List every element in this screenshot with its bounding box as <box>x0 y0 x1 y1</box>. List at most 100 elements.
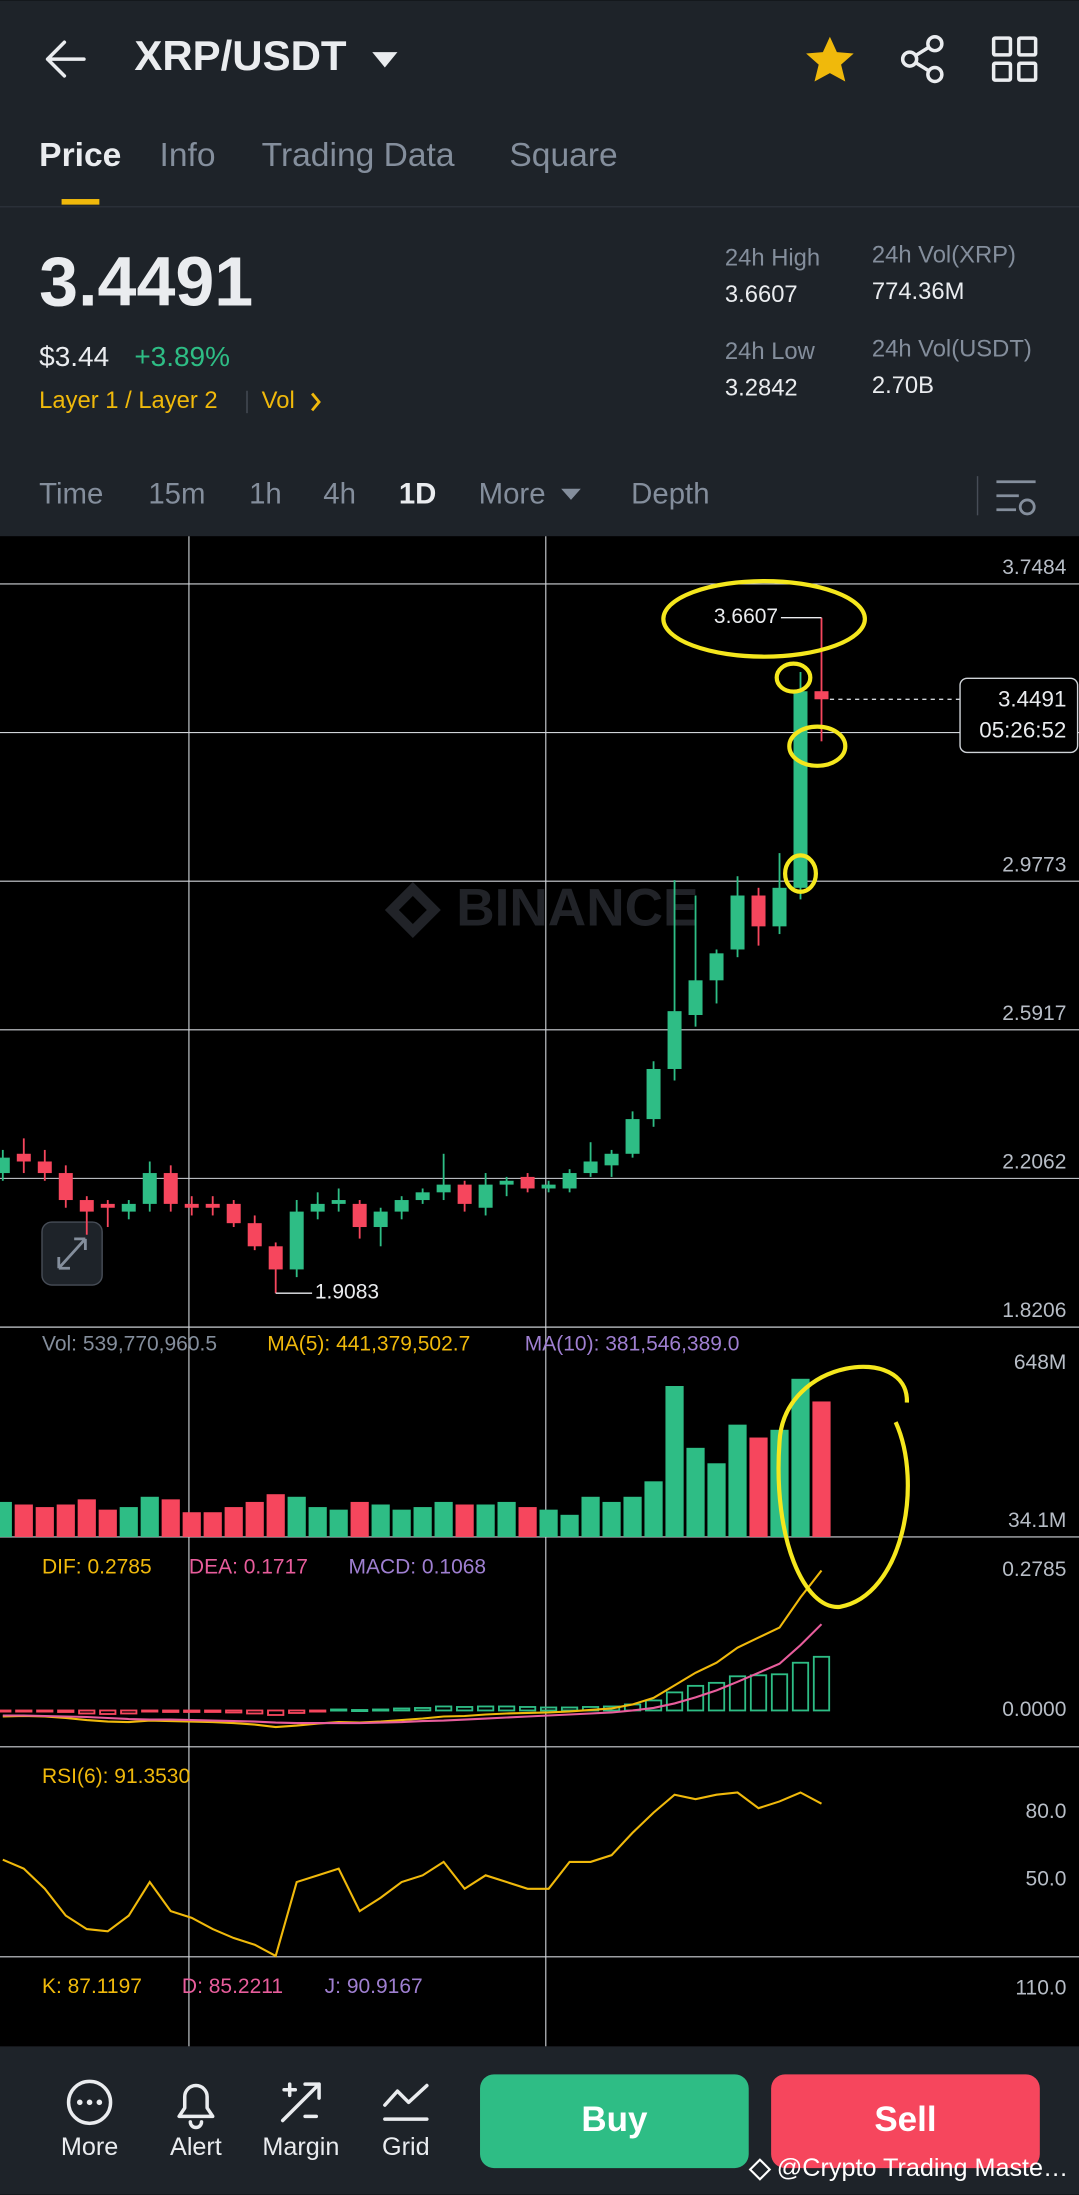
alert-button[interactable]: Alert <box>170 2083 222 2162</box>
share-button[interactable] <box>900 34 944 84</box>
more-icon <box>96 2099 103 2106</box>
timeframe[interactable]: 4h <box>323 477 356 510</box>
annotation-circle <box>774 661 813 694</box>
more-icon <box>86 2099 93 2106</box>
macd-bar <box>183 1709 201 1713</box>
macd-bar <box>686 1684 705 1712</box>
grid-button[interactable]: Grid <box>382 2083 430 2162</box>
timeframe[interactable]: More <box>479 477 546 510</box>
vol-link[interactable]: Vol <box>262 387 295 414</box>
hand-drawn-circles <box>661 578 910 1610</box>
tab[interactable]: Square <box>509 137 617 174</box>
macd-bar <box>288 1709 306 1714</box>
buy-button[interactable] <box>480 2074 749 2169</box>
tag-link[interactable]: Layer 1 / Layer 2 <box>39 387 217 414</box>
candle-body <box>331 1200 346 1204</box>
macd-bar <box>791 1661 810 1712</box>
macd-bar <box>812 1655 831 1712</box>
share-icon <box>926 34 944 53</box>
y-tick-label: 50.0 <box>1026 1867 1067 1890</box>
timeframe[interactable]: 15m <box>148 477 205 510</box>
vol-legend: Vol: 539,770,960.5 <box>42 1333 217 1356</box>
favorite-star[interactable] <box>806 36 854 82</box>
stat-label: 24h Vol(USDT) <box>872 335 1032 362</box>
share-icon <box>900 50 919 68</box>
volume-bar <box>602 1501 621 1537</box>
separator <box>976 476 979 516</box>
candle-body <box>499 1180 514 1185</box>
more-button[interactable]: More <box>61 2079 118 2161</box>
stat-value: 2.70B <box>872 372 934 399</box>
annotation-circle <box>776 1364 910 1610</box>
volume-bar <box>392 1509 411 1537</box>
macd-bar <box>539 1706 558 1712</box>
macd-bar <box>57 1709 75 1713</box>
y-tick-label: 0.0000 <box>1002 1698 1066 1721</box>
volume-bar <box>707 1463 726 1537</box>
candle-body <box>58 1173 73 1201</box>
chevron <box>311 392 321 412</box>
bottom-label: More <box>61 2133 118 2161</box>
macd-bar <box>78 1709 96 1715</box>
price-change: +3.89% <box>134 341 230 372</box>
macd-bar <box>0 1709 12 1713</box>
expand-icon <box>57 1237 87 1270</box>
macd-bar <box>770 1673 789 1712</box>
volume-bar <box>665 1386 684 1537</box>
volume-bar <box>56 1504 75 1537</box>
tab-indicator <box>61 199 100 205</box>
tab[interactable]: Trading Data <box>262 137 455 174</box>
screenshot-watermark: @Crypto Trading Maste… <box>777 2154 1069 2182</box>
macd-bar <box>393 1707 411 1712</box>
kdj-legend: D: 85.2211 <box>182 1975 283 1998</box>
margin-button[interactable]: Margin <box>262 2082 339 2161</box>
volume-bar <box>245 1501 264 1537</box>
volume-bar <box>0 1501 12 1537</box>
candle-body <box>289 1211 304 1270</box>
back-button[interactable] <box>45 40 86 78</box>
layout-button[interactable] <box>991 36 1038 82</box>
candle-body <box>730 895 745 950</box>
timeframe[interactable]: Time <box>39 477 103 510</box>
candle-body <box>121 1203 136 1212</box>
volume-bar <box>308 1507 327 1537</box>
watermark-logo <box>384 881 441 938</box>
sell-label: Sell <box>874 2100 936 2139</box>
volume-bar <box>749 1437 768 1537</box>
candle-body <box>646 1068 661 1120</box>
pair-dropdown[interactable] <box>372 52 398 68</box>
timeframe[interactable]: 1D <box>399 477 437 510</box>
volume-bar <box>812 1401 831 1537</box>
volume-bar <box>371 1504 390 1537</box>
candle-body <box>772 887 787 927</box>
grid-icon <box>991 36 1013 57</box>
macd-bar <box>141 1709 159 1713</box>
volume-bar <box>140 1496 159 1537</box>
stat-value: 3.6607 <box>725 281 798 308</box>
grid-icon <box>991 61 1013 82</box>
timeframe[interactable]: 1h <box>249 477 282 510</box>
volume-bar <box>266 1494 285 1537</box>
kdj-legend: J: 90.9167 <box>325 1975 423 1998</box>
volume-bar <box>623 1496 642 1537</box>
candle-body <box>709 953 724 981</box>
candle-body <box>268 1246 283 1270</box>
candle-body <box>373 1211 388 1228</box>
more-dropdown <box>561 488 581 500</box>
pair-title[interactable]: XRP/USDT <box>134 32 347 79</box>
candle-body <box>583 1161 598 1174</box>
timeframe[interactable]: Depth <box>631 477 709 510</box>
y-tick-label: 3.7484 <box>1002 556 1067 579</box>
tab[interactable]: Info <box>160 137 216 174</box>
last-price: 3.4491 <box>39 243 253 321</box>
candle-body <box>415 1192 430 1201</box>
sell-button[interactable] <box>771 2074 1040 2169</box>
macd-bar <box>518 1706 537 1712</box>
volume-bar <box>413 1507 432 1537</box>
volume-bar <box>539 1509 558 1537</box>
margin-icon <box>280 2082 321 2123</box>
tab[interactable]: Price <box>39 137 121 174</box>
settings-icon[interactable] <box>996 480 1036 512</box>
countdown: 05:26:52 <box>979 717 1066 742</box>
